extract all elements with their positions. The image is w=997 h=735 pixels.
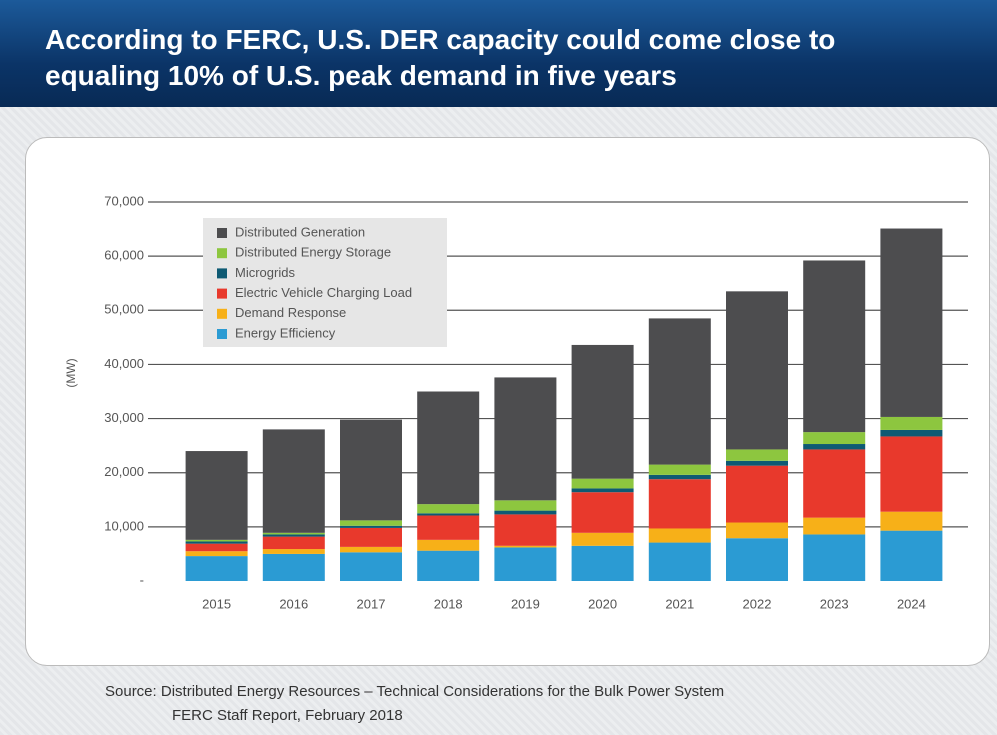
x-tick-label: 2019 [511, 596, 540, 611]
bar-segment [880, 436, 943, 512]
bar-segment [262, 429, 325, 533]
bar-segment [571, 488, 634, 493]
bar-segment [494, 545, 557, 548]
bar-segment [417, 504, 480, 514]
bar-segment [417, 539, 480, 551]
bar-segment [340, 419, 402, 521]
bar-segment [262, 553, 325, 581]
legend-label: Microgrids [235, 265, 295, 280]
bar-segment [185, 541, 248, 544]
bar-segment [803, 444, 866, 450]
x-tick-label: 2018 [434, 596, 463, 611]
x-tick-label: 2021 [665, 596, 694, 611]
bar-segment [494, 510, 557, 515]
bar-segment [726, 538, 788, 581]
bar-segment [648, 318, 711, 465]
legend-swatch [217, 288, 227, 299]
bar-segment [340, 527, 402, 547]
bar-segment [340, 552, 402, 581]
bar-segment [803, 432, 866, 445]
bar-segment [185, 551, 248, 557]
x-tick-label: 2023 [820, 596, 849, 611]
bar-segment [185, 539, 248, 542]
bar-segment [803, 449, 866, 518]
bar-segment [185, 451, 248, 540]
bar-segment [648, 464, 711, 475]
header: According to FERC, U.S. DER capacity cou… [0, 0, 997, 107]
bar-segment [803, 517, 866, 535]
bar-segment [262, 536, 325, 550]
y-tick-label: 10,000 [104, 518, 144, 533]
y-tick-label: 40,000 [104, 356, 144, 371]
legend-swatch [217, 228, 227, 238]
y-tick-label: - [140, 572, 144, 587]
y-tick-label: 20,000 [104, 464, 144, 479]
x-tick-label: 2017 [357, 596, 386, 611]
x-tick-label: 2015 [202, 596, 231, 611]
bar-segment [340, 525, 402, 528]
bar-segment [571, 344, 634, 479]
bar-segment [726, 449, 788, 461]
bar-segment [417, 391, 480, 505]
bar-segment [262, 534, 325, 537]
bar-segment [185, 556, 248, 581]
bar-segment [726, 522, 788, 539]
legend-box [203, 218, 447, 347]
legend-swatch [217, 268, 227, 279]
bar-segment [880, 429, 943, 437]
legend-label: Demand Response [235, 305, 346, 320]
bar-segment [494, 377, 557, 501]
title-line: equaling 10% of U.S. peak demand in five… [45, 60, 677, 91]
bar-segment [648, 542, 711, 581]
bar-segment [340, 546, 402, 553]
bar-segment [417, 550, 480, 581]
bar-segment [648, 474, 711, 480]
bar-segment [648, 479, 711, 529]
x-tick-label: 2024 [897, 596, 926, 611]
legend-swatch [217, 329, 227, 339]
bar-segment [648, 528, 711, 543]
bar-segment [803, 534, 866, 581]
legend-swatch [217, 308, 227, 319]
bar-segment [494, 514, 557, 546]
bar-segment [803, 260, 866, 433]
legend-swatch [217, 248, 227, 259]
bar-segment [880, 416, 943, 430]
bar-segment [571, 545, 634, 581]
x-tick-label: 2020 [588, 596, 617, 611]
bar-segment [494, 500, 557, 511]
title-line: According to FERC, U.S. DER capacity cou… [45, 24, 836, 55]
source-line: Source: Distributed Energy Resources – T… [105, 683, 725, 700]
legend-label: Energy Efficiency [235, 325, 336, 340]
bar-segment [726, 465, 788, 523]
bar-segment [726, 460, 788, 466]
bar-segment [340, 520, 402, 526]
bar-segment [185, 543, 248, 552]
y-tick-label: 30,000 [104, 410, 144, 425]
legend-label: Distributed Generation [235, 224, 365, 239]
x-tick-label: 2016 [279, 596, 308, 611]
bar-segment [726, 291, 788, 450]
bar-segment [571, 532, 634, 546]
bar-segment [417, 513, 480, 516]
legend-label: Electric Vehicle Charging Load [235, 285, 412, 300]
bar-segment [571, 478, 634, 489]
bar-segment [880, 228, 943, 417]
bar-segment [494, 547, 557, 581]
bar-segment [417, 515, 480, 540]
y-tick-label: 60,000 [104, 248, 144, 263]
legend-label: Distributed Energy Storage [235, 245, 391, 260]
x-tick-label: 2022 [743, 596, 772, 611]
y-tick-label: 50,000 [104, 302, 144, 317]
source-line: FERC Staff Report, February 2018 [172, 707, 403, 724]
bar-segment [262, 549, 325, 554]
bar-segment [571, 492, 634, 533]
bar-segment [880, 511, 943, 531]
bar-segment [880, 530, 943, 581]
y-axis-label: (MW) [64, 358, 78, 387]
y-tick-label: 70,000 [104, 193, 144, 208]
bar-segment [262, 532, 325, 535]
